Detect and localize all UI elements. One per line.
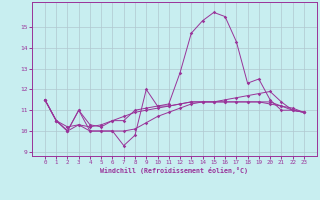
X-axis label: Windchill (Refroidissement éolien,°C): Windchill (Refroidissement éolien,°C): [100, 167, 248, 174]
